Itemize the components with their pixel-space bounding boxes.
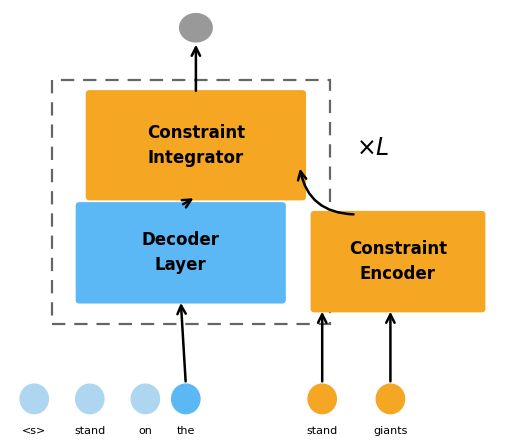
Text: stand: stand [74,426,106,436]
Text: $\times L$: $\times L$ [356,137,390,160]
Circle shape [180,14,212,42]
Text: giants: giants [373,426,407,436]
Text: Decoder
Layer: Decoder Layer [142,231,220,274]
Text: <s>: <s> [22,426,46,436]
FancyBboxPatch shape [310,211,485,312]
Ellipse shape [376,384,404,414]
Text: Constraint
Encoder: Constraint Encoder [349,240,447,283]
FancyBboxPatch shape [86,90,306,200]
Text: the: the [177,426,195,436]
Ellipse shape [76,384,104,414]
Text: stand: stand [307,426,338,436]
Text: Constraint
Integrator: Constraint Integrator [147,124,245,167]
Ellipse shape [308,384,336,414]
FancyBboxPatch shape [76,202,286,304]
Text: on: on [139,426,152,436]
Ellipse shape [20,384,48,414]
Ellipse shape [131,384,160,414]
Ellipse shape [172,384,200,414]
